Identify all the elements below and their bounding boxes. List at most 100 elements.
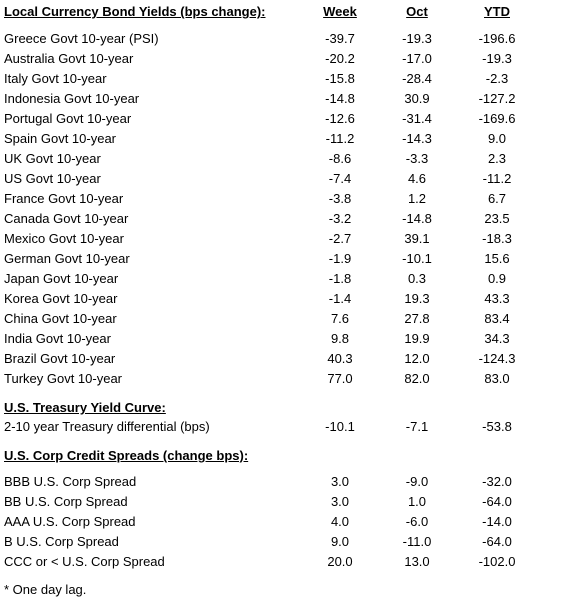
table-row: UK Govt 10-year -8.6 -3.3 2.3 [0, 149, 572, 169]
table-header-row: Local Currency Bond Yields (bps change):… [0, 2, 572, 22]
row-label: Indonesia Govt 10-year [4, 91, 140, 106]
table-row: CCC or < U.S. Corp Spread 20.0 13.0 -102.0 [0, 552, 572, 572]
row-label: Portugal Govt 10-year [4, 111, 132, 126]
ytd-value: -196.6 [478, 31, 516, 46]
ytd-value: 6.7 [487, 191, 507, 206]
table-row: India Govt 10-year 9.8 19.9 34.3 [0, 329, 572, 349]
table-row: Mexico Govt 10-year -2.7 39.1 -18.3 [0, 229, 572, 249]
oct-value: 4.6 [407, 171, 427, 186]
ytd-value: 0.9 [487, 271, 507, 286]
row-label: 2-10 year Treasury differential (bps) [4, 419, 210, 434]
column-header-ytd: YTD [484, 4, 510, 19]
row-label: Mexico Govt 10-year [4, 231, 124, 246]
week-value: -7.4 [328, 171, 352, 186]
week-value: 20.0 [327, 554, 353, 569]
oct-value: 0.3 [407, 271, 427, 286]
row-label: AAA U.S. Corp Spread [4, 514, 136, 529]
row-label: Brazil Govt 10-year [4, 351, 116, 366]
row-label: China Govt 10-year [4, 311, 117, 326]
row-label: Japan Govt 10-year [4, 271, 119, 286]
table-row: BB U.S. Corp Spread 3.0 1.0 -64.0 [0, 492, 572, 512]
oct-value: 30.9 [404, 91, 430, 106]
row-label: German Govt 10-year [4, 251, 130, 266]
oct-value: 13.0 [404, 554, 430, 569]
row-label: B U.S. Corp Spread [4, 534, 119, 549]
section-header-corp: U.S. Corp Credit Spreads (change bps): [0, 446, 572, 466]
oct-value: -7.1 [405, 419, 429, 434]
ytd-value: -127.2 [478, 91, 516, 106]
ytd-value: 23.5 [484, 211, 510, 226]
table-row: Spain Govt 10-year -11.2 -14.3 9.0 [0, 129, 572, 149]
column-header-oct: Oct [406, 4, 428, 19]
week-value: 3.0 [330, 494, 350, 509]
table-row: AAA U.S. Corp Spread 4.0 -6.0 -14.0 [0, 512, 572, 532]
oct-value: -11.0 [402, 534, 432, 549]
row-label: Greece Govt 10-year (PSI) [4, 31, 159, 46]
ytd-value: 15.6 [484, 251, 510, 266]
week-value: 9.8 [330, 331, 350, 346]
week-value: -3.2 [328, 211, 352, 226]
oct-value: 82.0 [404, 371, 430, 386]
oct-value: -19.3 [402, 31, 432, 46]
oct-value: -9.0 [405, 474, 429, 489]
row-label: CCC or < U.S. Corp Spread [4, 554, 165, 569]
week-value: -3.8 [328, 191, 352, 206]
week-value: -39.7 [325, 31, 355, 46]
ytd-value: -102.0 [478, 554, 516, 569]
oct-value: -14.8 [402, 211, 432, 226]
row-label: BBB U.S. Corp Spread [4, 474, 137, 489]
week-value: 3.0 [330, 474, 350, 489]
section-header-treasury: U.S. Treasury Yield Curve: [0, 398, 572, 418]
table-row: Australia Govt 10-year -20.2 -17.0 -19.3 [0, 49, 572, 69]
row-label: Italy Govt 10-year [4, 71, 107, 86]
table-row: Indonesia Govt 10-year -14.8 30.9 -127.2 [0, 89, 572, 109]
week-value: -1.4 [328, 291, 352, 306]
ytd-value: -64.0 [482, 534, 512, 549]
table-row: Greece Govt 10-year (PSI) -39.7 -19.3 -196.… [0, 29, 572, 49]
oct-value: 1.2 [407, 191, 427, 206]
table-row: German Govt 10-year -1.9 -10.1 15.6 [0, 249, 572, 269]
row-label: India Govt 10-year [4, 331, 111, 346]
oct-value: -10.1 [402, 251, 432, 266]
oct-value: 19.9 [404, 331, 430, 346]
oct-value: -14.3 [402, 131, 432, 146]
oct-value: 39.1 [404, 231, 430, 246]
row-label: Canada Govt 10-year [4, 211, 129, 226]
week-value: -20.2 [325, 51, 355, 66]
week-value: -11.2 [325, 131, 355, 146]
ytd-value: -18.3 [482, 231, 512, 246]
ytd-value: -64.0 [482, 494, 512, 509]
ytd-value: 2.3 [487, 151, 507, 166]
week-value: -1.9 [328, 251, 352, 266]
ytd-value: 34.3 [484, 331, 510, 346]
table-row: China Govt 10-year 7.6 27.8 83.4 [0, 309, 572, 329]
section-title-corp-spreads: U.S. Corp Credit Spreads (change bps): [4, 448, 249, 463]
week-value: -2.7 [328, 231, 352, 246]
ytd-value: -32.0 [482, 474, 512, 489]
row-label: Turkey Govt 10-year [4, 371, 123, 386]
row-label: Korea Govt 10-year [4, 291, 118, 306]
ytd-value: 9.0 [487, 131, 507, 146]
table-row: France Govt 10-year -3.8 1.2 6.7 [0, 189, 572, 209]
row-label: Spain Govt 10-year [4, 131, 117, 146]
oct-value: 12.0 [404, 351, 430, 366]
row-label: France Govt 10-year [4, 191, 124, 206]
oct-value: 27.8 [404, 311, 430, 326]
row-label: BB U.S. Corp Spread [4, 494, 128, 509]
ytd-value: 83.4 [484, 311, 510, 326]
ytd-value: -19.3 [482, 51, 512, 66]
oct-value: -6.0 [405, 514, 429, 529]
row-label: US Govt 10-year [4, 171, 101, 186]
oct-value: 19.3 [404, 291, 430, 306]
row-label: Australia Govt 10-year [4, 51, 134, 66]
week-value: 77.0 [327, 371, 353, 386]
table-row: Japan Govt 10-year -1.8 0.3 0.9 [0, 269, 572, 289]
section-title-local-currency: Local Currency Bond Yields (bps change): [4, 4, 266, 19]
ytd-value: -169.6 [478, 111, 516, 126]
table-row: Brazil Govt 10-year 40.3 12.0 -124.3 [0, 349, 572, 369]
ytd-value: -14.0 [482, 514, 512, 529]
table-row: Turkey Govt 10-year 77.0 82.0 83.0 [0, 369, 572, 389]
footnote: * One day lag. [4, 582, 87, 597]
week-value: -1.8 [328, 271, 352, 286]
row-label: UK Govt 10-year [4, 151, 101, 166]
